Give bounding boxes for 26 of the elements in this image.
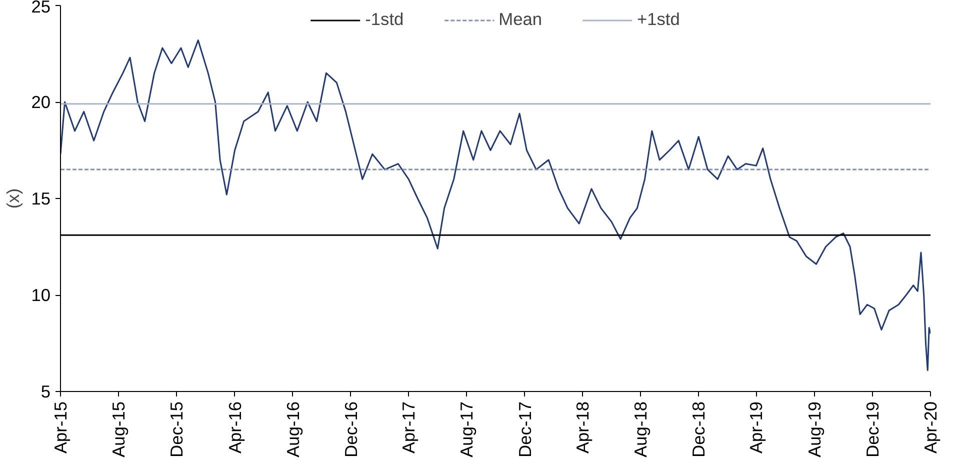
legend-label: Mean	[498, 9, 542, 30]
x-tick-label: Apr-16	[224, 401, 245, 454]
x-tick-label: Aug-19	[804, 401, 824, 458]
x-tick-label: Aug-16	[282, 401, 303, 458]
x-tick-label: Apr-19	[746, 401, 766, 454]
y-tick-label: 10	[31, 285, 51, 305]
legend-label: +1std	[637, 9, 680, 30]
y-axis-title: (x)	[3, 188, 24, 209]
x-tick-label: Dec-19	[862, 401, 882, 458]
x-tick-label: Dec-16	[340, 401, 361, 458]
x-tick-label: Apr-18	[572, 401, 592, 454]
y-tick-label: 15	[31, 188, 51, 208]
x-tick-label: Dec-18	[688, 401, 709, 458]
x-tick-label: Apr-17	[398, 401, 419, 454]
y-tick-label: 5	[40, 382, 51, 402]
x-tick-label: Dec-15	[166, 401, 187, 458]
x-tick-label: Dec-17	[514, 401, 535, 458]
x-tick-label: Apr-15	[50, 401, 70, 454]
y-tick-label: 25	[31, 0, 51, 16]
x-tick-label: Apr-20	[920, 401, 940, 454]
line-series	[60, 39, 930, 372]
y-tick-label: 20	[31, 92, 51, 112]
legend-label: -1std	[365, 9, 404, 30]
x-tick-label: Aug-18	[630, 401, 650, 458]
x-tick-label: Aug-15	[108, 401, 129, 458]
x-tick-label: Aug-17	[456, 401, 477, 458]
